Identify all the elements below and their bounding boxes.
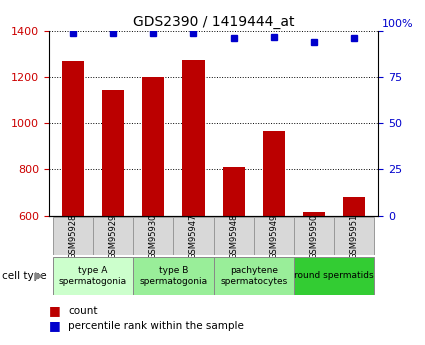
Text: cell type: cell type xyxy=(2,271,50,281)
Text: type B
spermatogonia: type B spermatogonia xyxy=(139,266,207,286)
Text: ▶: ▶ xyxy=(35,271,43,281)
Bar xyxy=(343,197,365,216)
Bar xyxy=(303,212,325,216)
Bar xyxy=(294,217,334,255)
Bar xyxy=(142,77,164,216)
Bar xyxy=(53,257,133,295)
Text: ■: ■ xyxy=(49,319,61,333)
Text: percentile rank within the sample: percentile rank within the sample xyxy=(68,321,244,331)
Text: ■: ■ xyxy=(49,304,61,317)
Text: GSM95929: GSM95929 xyxy=(109,214,118,259)
Bar xyxy=(213,217,254,255)
Text: GSM95950: GSM95950 xyxy=(309,214,318,259)
Bar xyxy=(213,257,294,295)
Text: GSM95928: GSM95928 xyxy=(68,214,77,259)
Text: GSM95951: GSM95951 xyxy=(350,214,359,259)
Bar xyxy=(223,167,245,216)
Bar xyxy=(133,217,173,255)
Bar xyxy=(93,217,133,255)
Title: GDS2390 / 1419444_at: GDS2390 / 1419444_at xyxy=(133,14,294,29)
Bar xyxy=(263,131,285,216)
Bar xyxy=(334,217,374,255)
Bar xyxy=(173,217,214,255)
Bar xyxy=(53,217,93,255)
Text: count: count xyxy=(68,306,97,315)
Bar xyxy=(182,60,204,216)
Bar xyxy=(254,217,294,255)
Text: type A
spermatogonia: type A spermatogonia xyxy=(59,266,127,286)
Bar xyxy=(133,257,214,295)
Text: GSM95930: GSM95930 xyxy=(149,214,158,259)
Bar xyxy=(102,90,124,216)
Text: round spermatids: round spermatids xyxy=(294,272,374,280)
Text: pachytene
spermatocytes: pachytene spermatocytes xyxy=(220,266,287,286)
Text: GSM95949: GSM95949 xyxy=(269,214,278,259)
Bar xyxy=(62,61,84,216)
Text: 100%: 100% xyxy=(382,19,413,29)
Bar xyxy=(294,257,374,295)
Text: GSM95948: GSM95948 xyxy=(229,214,238,259)
Text: GSM95947: GSM95947 xyxy=(189,214,198,259)
